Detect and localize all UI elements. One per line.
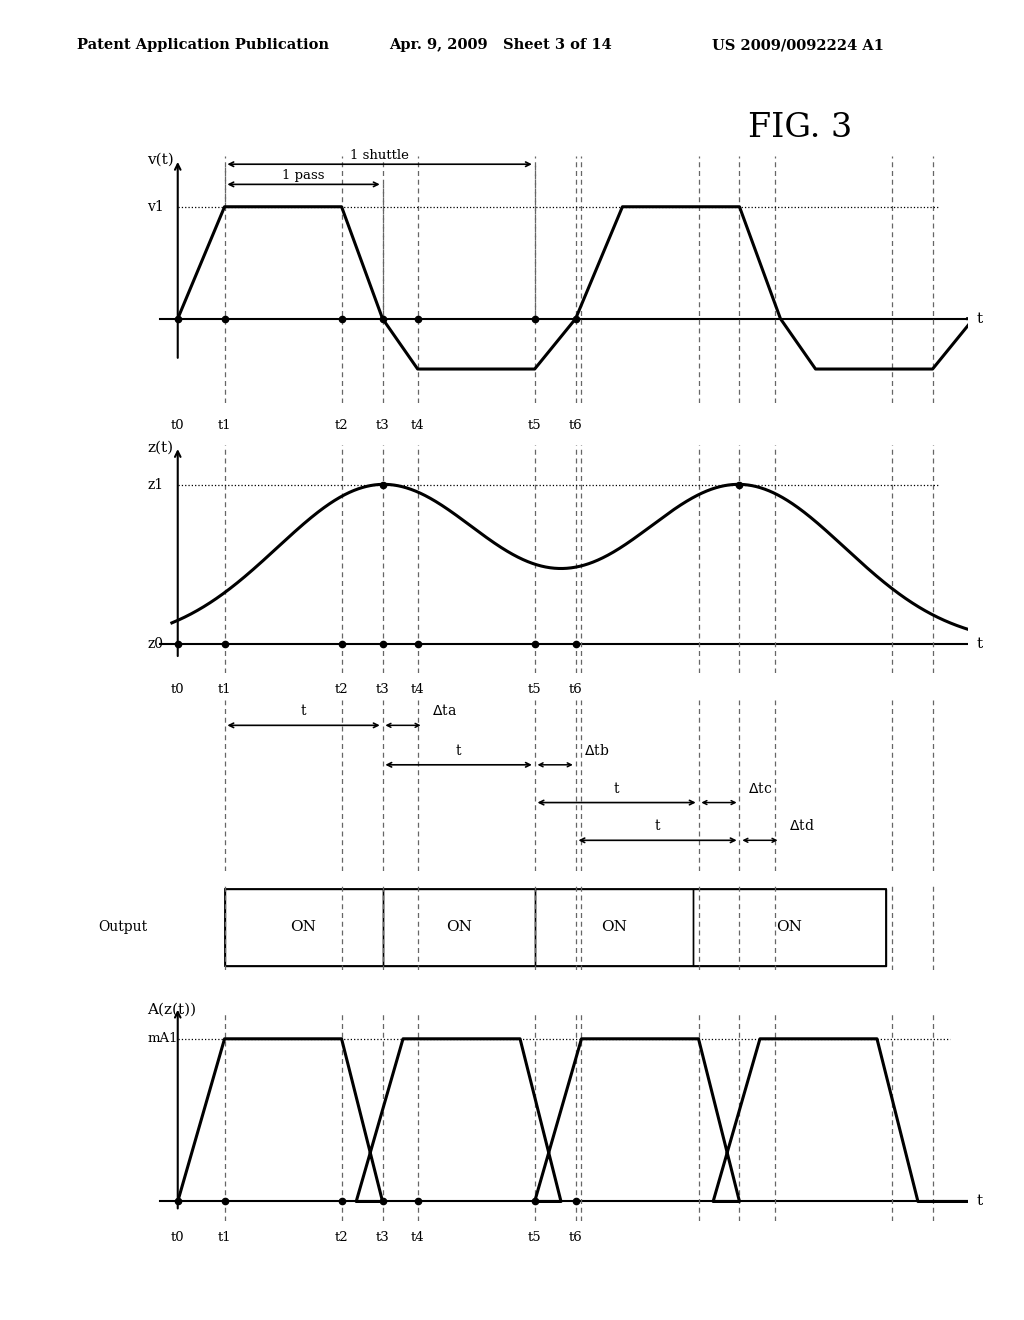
Text: t6: t6 xyxy=(568,1230,583,1243)
Text: mA1: mA1 xyxy=(147,1032,178,1045)
Text: t5: t5 xyxy=(527,682,542,696)
Text: Output: Output xyxy=(98,920,147,935)
Bar xyxy=(224,888,383,966)
Text: z0: z0 xyxy=(147,638,163,652)
Text: t: t xyxy=(613,781,620,796)
Text: t2: t2 xyxy=(335,682,348,696)
Text: 1 pass: 1 pass xyxy=(283,169,325,182)
Text: FIG. 3: FIG. 3 xyxy=(748,112,852,144)
Text: $\Delta$ta: $\Delta$ta xyxy=(432,704,458,718)
Text: 1 shuttle: 1 shuttle xyxy=(350,149,409,162)
Text: t4: t4 xyxy=(411,420,425,433)
Text: Patent Application Publication: Patent Application Publication xyxy=(77,38,329,53)
Text: A(z(t)): A(z(t)) xyxy=(147,1003,197,1016)
Text: t0: t0 xyxy=(171,682,184,696)
Text: t3: t3 xyxy=(376,682,389,696)
Bar xyxy=(535,888,692,966)
Text: ON: ON xyxy=(445,920,471,935)
Text: t2: t2 xyxy=(335,1230,348,1243)
Text: z1: z1 xyxy=(147,478,164,492)
Text: t1: t1 xyxy=(218,420,231,433)
Bar xyxy=(692,888,886,966)
Text: z(t): z(t) xyxy=(147,440,173,454)
Text: t: t xyxy=(977,638,983,652)
Text: t3: t3 xyxy=(376,1230,389,1243)
Text: t5: t5 xyxy=(527,420,542,433)
Text: $\Delta$td: $\Delta$td xyxy=(790,818,815,833)
Bar xyxy=(224,888,886,966)
Text: v1: v1 xyxy=(147,199,164,214)
Text: t: t xyxy=(456,744,462,758)
Text: t4: t4 xyxy=(411,1230,425,1243)
Text: US 2009/0092224 A1: US 2009/0092224 A1 xyxy=(712,38,884,53)
Text: t4: t4 xyxy=(411,682,425,696)
Text: v(t): v(t) xyxy=(147,153,174,168)
Text: ON: ON xyxy=(291,920,316,935)
Text: t6: t6 xyxy=(568,420,583,433)
Text: $\Delta$tc: $\Delta$tc xyxy=(749,780,772,796)
Bar xyxy=(383,888,535,966)
Text: t: t xyxy=(654,820,660,833)
Text: t: t xyxy=(977,312,983,326)
Text: ON: ON xyxy=(601,920,627,935)
Text: ON: ON xyxy=(776,920,802,935)
Text: t5: t5 xyxy=(527,1230,542,1243)
Text: Apr. 9, 2009   Sheet 3 of 14: Apr. 9, 2009 Sheet 3 of 14 xyxy=(389,38,612,53)
Text: t1: t1 xyxy=(218,682,231,696)
Text: t1: t1 xyxy=(218,1230,231,1243)
Text: t0: t0 xyxy=(171,1230,184,1243)
Text: t3: t3 xyxy=(376,420,389,433)
Text: t0: t0 xyxy=(171,420,184,433)
Text: t: t xyxy=(977,1195,983,1209)
Text: $\Delta$tb: $\Delta$tb xyxy=(585,743,609,758)
Text: t2: t2 xyxy=(335,420,348,433)
Text: t6: t6 xyxy=(568,682,583,696)
Text: t: t xyxy=(301,705,306,718)
